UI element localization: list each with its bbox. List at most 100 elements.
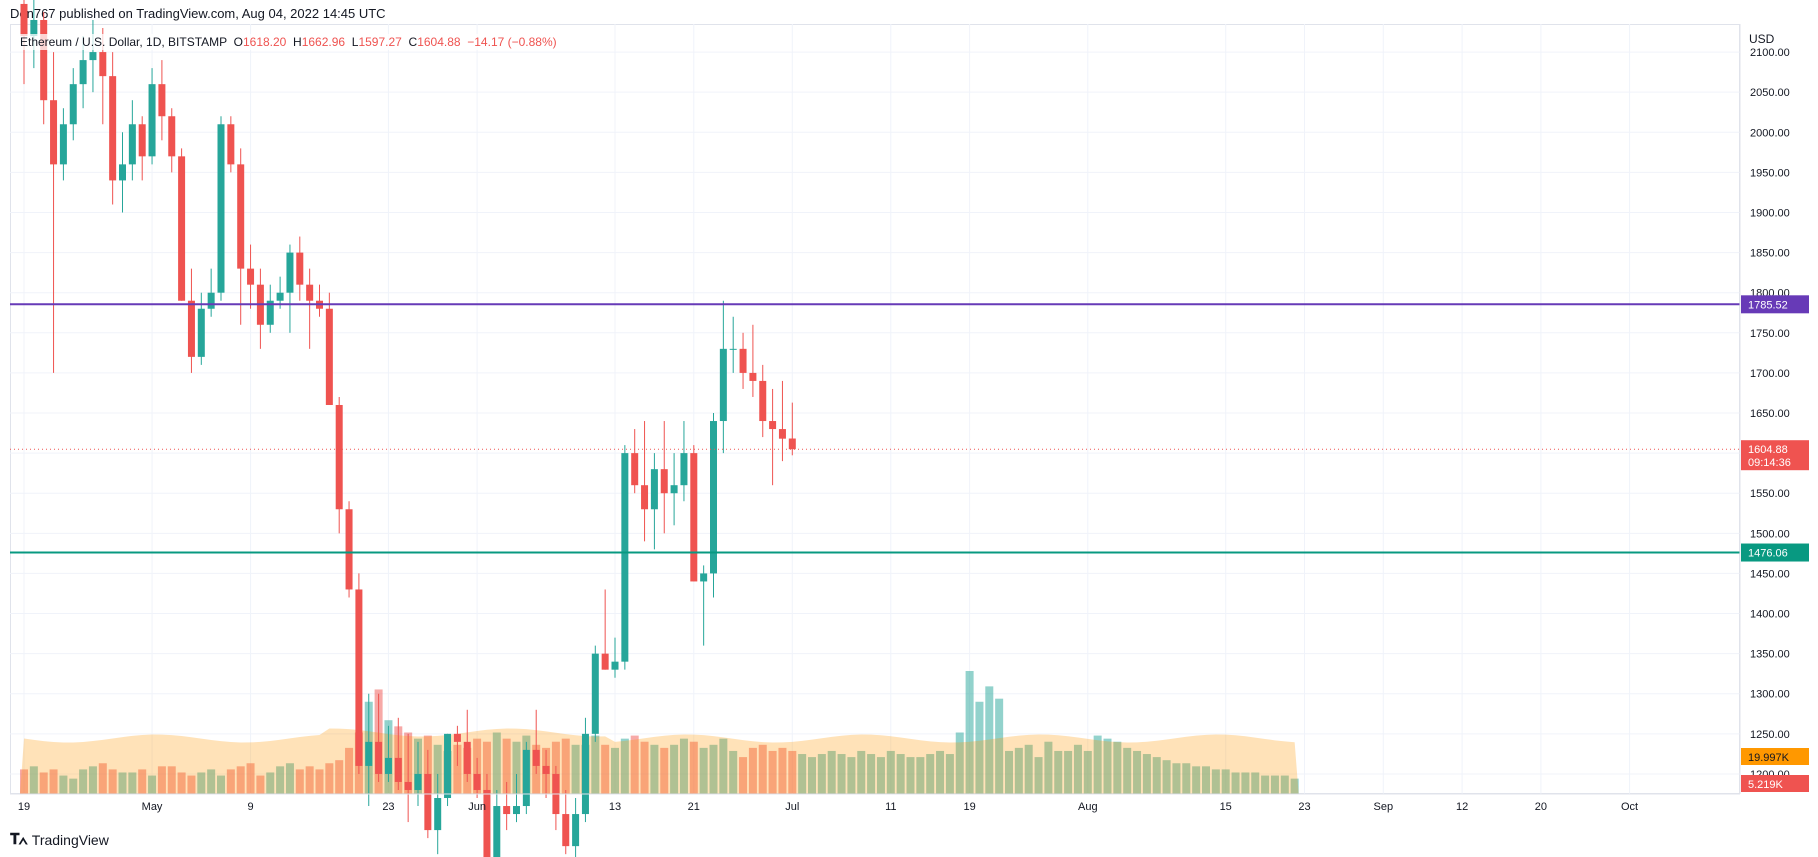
price-axis-currency: USD xyxy=(1749,32,1775,46)
volume-bar xyxy=(630,735,639,794)
volume-bar xyxy=(1014,747,1023,794)
volume-bar xyxy=(1083,750,1092,794)
candle-body xyxy=(119,164,126,181)
candle-body xyxy=(778,429,786,439)
candle-body xyxy=(542,765,550,774)
tradingview-brand[interactable]: 𝐓∧ TradingView xyxy=(10,831,109,848)
volume-bar xyxy=(965,671,974,794)
high-value: 1662.96 xyxy=(301,35,346,49)
volume-bar xyxy=(1005,750,1013,794)
candle-body xyxy=(109,76,117,181)
volume-bar xyxy=(1103,738,1112,794)
time-tick-label: 11 xyxy=(885,801,896,813)
last-price-tag-bg xyxy=(1741,440,1809,471)
candle-body xyxy=(473,773,481,790)
time-tick-label: Jul xyxy=(785,801,799,813)
volume-bar xyxy=(453,744,462,794)
volume-bar xyxy=(1162,760,1171,794)
volume-bar xyxy=(975,701,984,794)
candle-body xyxy=(59,124,67,165)
candle-body xyxy=(128,124,136,165)
candle-body xyxy=(522,749,530,807)
volume-bar xyxy=(719,738,728,794)
candle-body xyxy=(591,653,599,734)
volume-bar xyxy=(1142,754,1151,794)
volume-bar xyxy=(29,766,38,794)
candle-body xyxy=(700,573,708,582)
volume-bar xyxy=(985,686,994,794)
volume-bar xyxy=(246,763,255,794)
candle-body xyxy=(79,60,87,85)
volume-bar xyxy=(867,754,876,794)
candle-body xyxy=(719,348,727,422)
candle-body xyxy=(286,252,294,293)
close-label: C xyxy=(408,35,418,49)
volume-bar xyxy=(512,741,521,794)
volume-bar xyxy=(739,757,748,794)
candle-body xyxy=(69,84,77,125)
volume-bar xyxy=(79,769,88,794)
volume-bar xyxy=(650,744,659,794)
volume-bar xyxy=(1113,741,1122,794)
volume-bar xyxy=(906,757,915,794)
volume-bar xyxy=(1044,741,1053,794)
support-price-tag: 1476.06 xyxy=(1748,548,1788,560)
candle-body xyxy=(30,19,38,37)
volume-bar xyxy=(1251,772,1260,794)
candle-body xyxy=(670,485,678,494)
price-tick-label: 1250.00 xyxy=(1750,729,1790,741)
volume-bar xyxy=(689,741,698,794)
change-value: −14.17 (−0.88%) xyxy=(467,35,557,49)
brand-name: TradingView xyxy=(31,831,109,848)
volume-bar xyxy=(1133,750,1142,794)
support-price-tag-bg xyxy=(1741,543,1809,562)
volume-bar xyxy=(128,772,137,794)
volume-bar xyxy=(1024,744,1033,794)
time-tick-label: Sep xyxy=(1374,801,1394,813)
volume-bar xyxy=(561,738,570,794)
volume-ma-tag-bg xyxy=(1741,748,1809,765)
volume-bar xyxy=(817,754,826,794)
candle-body xyxy=(749,372,757,381)
volume-bar xyxy=(88,766,97,794)
tradingview-logo-icon: 𝐓∧ xyxy=(10,831,28,848)
candle-body xyxy=(483,789,491,857)
volume-bar xyxy=(197,772,206,794)
close-value: 1604.88 xyxy=(417,35,461,49)
candle-body xyxy=(345,509,353,590)
price-tick-label: 1750.00 xyxy=(1750,328,1790,340)
volume-bar xyxy=(148,775,157,794)
volume-bar xyxy=(345,747,354,794)
volume-bar xyxy=(285,763,294,794)
candle-body xyxy=(601,653,609,670)
published-by-line: Den767 published on TradingView.com, Aug… xyxy=(10,6,386,21)
candle-body xyxy=(562,814,570,847)
volume-bar xyxy=(1280,775,1289,794)
candle-body xyxy=(739,348,747,373)
candle-body xyxy=(158,84,166,117)
volume-bar xyxy=(1152,757,1161,794)
volume-bar xyxy=(20,769,28,794)
volume-bar xyxy=(1261,775,1270,794)
candle-body xyxy=(434,798,442,831)
candle-body xyxy=(247,268,255,285)
candle-body xyxy=(207,292,215,309)
time-tick-label: Oct xyxy=(1621,801,1638,813)
candle-body xyxy=(729,348,737,350)
volume-bar xyxy=(620,738,629,794)
resistance-price-tag-bg xyxy=(1741,295,1809,314)
volume-bar xyxy=(256,775,265,794)
high-label: H xyxy=(293,35,302,49)
price-tick-label: 2000.00 xyxy=(1750,127,1790,139)
volume-bar xyxy=(876,757,885,794)
price-tick-label: 1550.00 xyxy=(1750,488,1790,500)
volume-bar xyxy=(936,750,945,794)
candle-body xyxy=(394,757,402,782)
volume-bar xyxy=(758,744,767,794)
candle-body xyxy=(296,252,304,285)
candle-body xyxy=(759,380,767,422)
volume-bar xyxy=(1064,750,1073,794)
price-tick-label: 1650.00 xyxy=(1750,408,1790,420)
volume-bar xyxy=(492,732,501,794)
